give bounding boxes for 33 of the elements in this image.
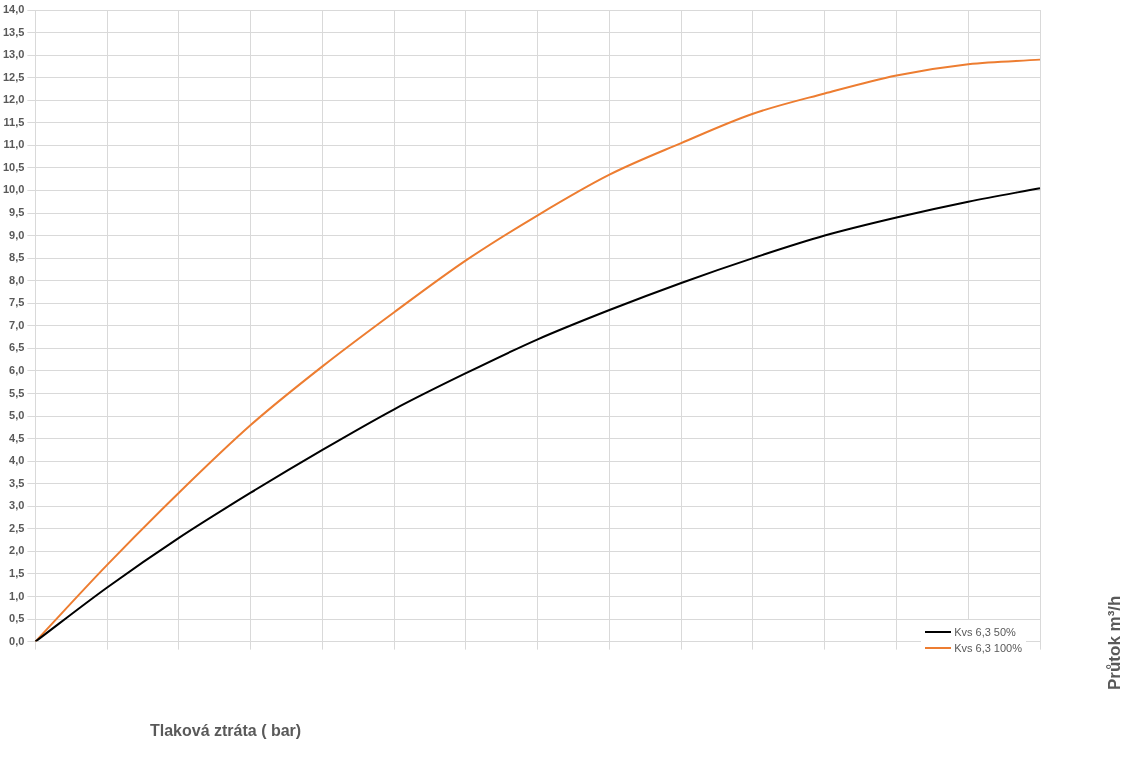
y-tick-label: 1,0 (9, 589, 25, 602)
y-tick-label: 11,5 (3, 115, 25, 128)
x-axis-title: Tlaková ztráta ( bar) (150, 722, 302, 740)
y-tick-label: 10,0 (2, 183, 25, 196)
y-tick-label: 14,0 (2, 3, 25, 16)
y-tick-label: 6,0 (9, 363, 25, 376)
y-tick-label: 9,5 (9, 206, 25, 219)
y-tick-label: 2,0 (9, 544, 25, 557)
y-tick-label: 0,5 (9, 612, 25, 625)
legend-label: Kvs 6,3 50% (954, 626, 1016, 638)
y-tick-label: 3,0 (9, 499, 25, 512)
y-tick-label: 12,5 (2, 70, 25, 83)
y-tick-label: 11,0 (3, 138, 25, 151)
y-tick-label: 3,5 (9, 476, 25, 489)
y-tick-label: 10,5 (2, 160, 25, 173)
legend-label: Kvs 6,3 100% (954, 642, 1022, 654)
y-tick-label: 13,5 (2, 25, 25, 38)
y-tick-label: 9,0 (9, 228, 25, 241)
y-tick-label: 8,5 (9, 251, 25, 264)
y-tick-label: 0,0 (9, 634, 25, 647)
y-axis-title: Průtok m³/h (1105, 595, 1125, 690)
y-tick-label: 4,0 (9, 454, 25, 467)
y-tick-label: 6,5 (9, 341, 25, 354)
y-tick-label: 8,0 (9, 273, 25, 286)
y-tick-label: 7,0 (9, 318, 25, 331)
y-tick-label: 12,0 (2, 93, 25, 106)
y-tick-label: 1,5 (9, 566, 25, 579)
y-tick-label: 4,5 (9, 431, 25, 444)
y-tick-label: 5,0 (9, 409, 25, 422)
y-tick-label: 5,5 (9, 386, 25, 399)
y-tick-label: 7,5 (9, 296, 25, 309)
y-tick-label: 2,5 (9, 521, 25, 534)
y-tick-label: 13,0 (2, 48, 25, 61)
